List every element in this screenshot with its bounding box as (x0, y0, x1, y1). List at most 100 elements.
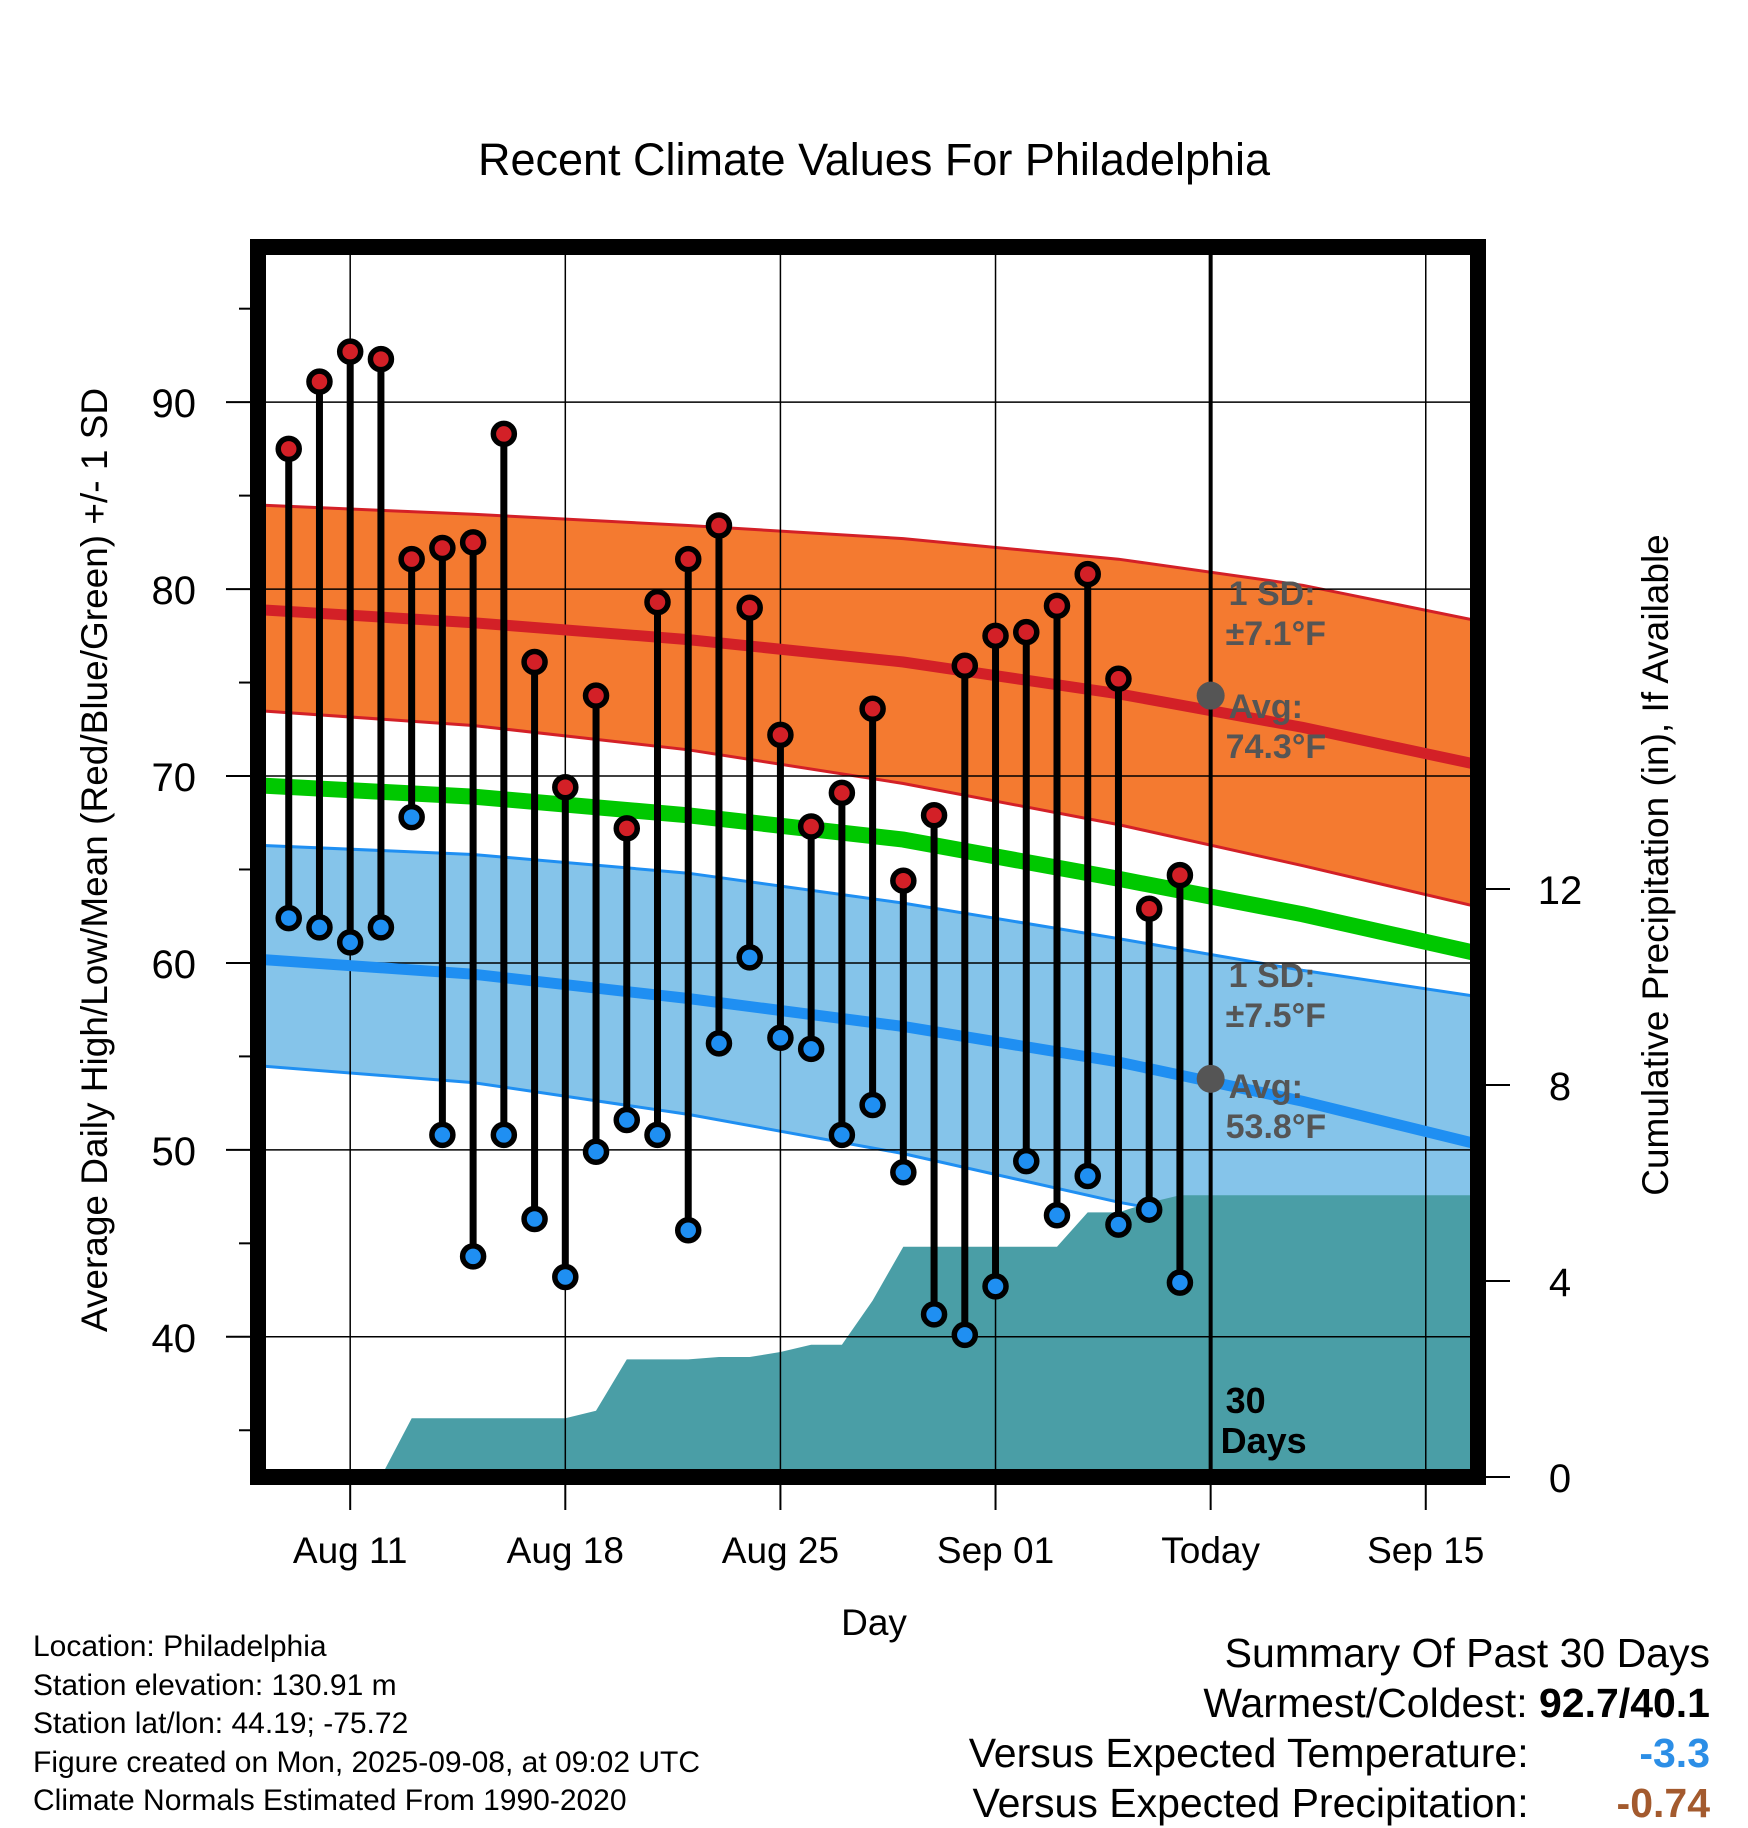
daily-low-point (1105, 1211, 1132, 1238)
y-right-tick-label: 12 (1538, 869, 1583, 913)
low-avg-value: 53.8°F (1226, 1108, 1327, 1146)
daily-high-point (828, 779, 856, 807)
daily-high-point (1043, 592, 1071, 620)
station-info: Location: Philadelphia Station elevation… (33, 1628, 700, 1821)
info-location: Location: Philadelphia (33, 1630, 327, 1663)
precip-days-unit: Days (1221, 1420, 1307, 1461)
daily-low-point (429, 1121, 456, 1149)
y-right-tick-label: 0 (1549, 1457, 1571, 1501)
daily-low-point (982, 1273, 1009, 1300)
summary-warmest-row: Warmest/Coldest: 92.7/40.1 (969, 1678, 1710, 1728)
precip-anomaly-value: -0.74 (1616, 1780, 1710, 1826)
daily-high-point (797, 813, 825, 840)
daily-low-point (890, 1159, 917, 1186)
daily-high-point (336, 338, 364, 365)
daily-low-point (521, 1205, 548, 1233)
daily-low-point (859, 1091, 886, 1119)
today-normal-low-marker (1196, 1064, 1225, 1093)
info-normals: Climate Normals Estimated From 1990-2020 (33, 1784, 627, 1817)
x-tick-label: Sep 01 (937, 1530, 1054, 1571)
daily-low-point (1013, 1147, 1040, 1175)
daily-high-point (490, 420, 518, 448)
daily-low-point (705, 1030, 733, 1057)
daily-high-point (582, 682, 610, 709)
daily-high-point (1166, 861, 1194, 889)
y-right-tick-label: 4 (1549, 1261, 1571, 1305)
daily-high-point (429, 534, 456, 562)
daily-low-point (767, 1024, 794, 1051)
info-elevation: Station elevation: 130.91 m (33, 1668, 397, 1702)
low-sd-value: ±7.5°F (1226, 997, 1326, 1035)
precip-anomaly-label: Versus Expected Precipitation: (972, 1780, 1529, 1826)
daily-low-point (1166, 1269, 1194, 1296)
chart-title: Recent Climate Values For Philadelphia (478, 134, 1271, 185)
x-tick-label: Aug 11 (293, 1530, 408, 1571)
daily-low-point (736, 944, 763, 971)
y-left-tick-label: 40 (152, 1317, 197, 1361)
temp-anomaly-label: Versus Expected Temperature: (968, 1730, 1529, 1776)
daily-low-point (1135, 1196, 1163, 1223)
plot-inner (258, 247, 1478, 1477)
y-axis-right-label: Cumulative Precipitation (in), If Availa… (1635, 534, 1676, 1196)
daily-low-point (367, 914, 395, 941)
high-avg-label: Avg: (1229, 688, 1303, 726)
daily-low-point (920, 1301, 948, 1328)
y-left-tick-label: 90 (152, 382, 197, 426)
daily-low-point (552, 1263, 579, 1291)
y-axis-left-label: Average Daily High/Low/Mean (Red/Blue/Gr… (74, 388, 115, 1332)
daily-high-point (306, 368, 333, 395)
x-axis-label: Day (841, 1602, 907, 1643)
warmest-value: 92.7/40.1 (1539, 1680, 1710, 1726)
daily-low-point (459, 1243, 487, 1270)
daily-low-point (1074, 1162, 1101, 1190)
daily-high-point (367, 345, 395, 373)
daily-high-point (552, 773, 579, 801)
warmest-label: Warmest/Coldest: (1203, 1680, 1528, 1726)
daily-high-point (459, 529, 487, 556)
daily-high-point (951, 652, 979, 679)
summary-panel: Summary Of Past 30 Days Warmest/Coldest:… (969, 1628, 1710, 1828)
daily-low-point (797, 1035, 825, 1063)
daily-high-point (982, 622, 1009, 650)
daily-high-point (1105, 665, 1132, 693)
high-sd-label: 1 SD: (1229, 575, 1316, 613)
daily-high-point (1013, 618, 1040, 646)
normal-high-band-top (258, 503, 1478, 623)
daily-high-point (859, 695, 886, 722)
today-normal-high-marker (1196, 681, 1225, 710)
x-tick-label: Aug 18 (507, 1530, 624, 1571)
daily-low-point (613, 1106, 641, 1134)
daily-high-point (613, 815, 641, 842)
daily-high-point (736, 594, 763, 622)
daily-low-point (674, 1217, 702, 1244)
daily-low-point (336, 929, 364, 956)
low-sd-label: 1 SD: (1229, 957, 1316, 995)
daily-low-point (306, 914, 333, 941)
daily-low-point (644, 1121, 671, 1149)
y-left-tick-label: 60 (152, 943, 197, 987)
info-latlon: Station lat/lon: 44.19; -75.72 (33, 1707, 409, 1740)
y-left-tick-label: 70 (152, 756, 197, 800)
y-left-tick-label: 80 (152, 569, 197, 613)
info-created: Figure created on Mon, 2025-09-08, at 09… (33, 1745, 701, 1779)
daily-high-point (1135, 895, 1163, 922)
high-sd-value: ±7.1°F (1226, 615, 1326, 653)
daily-low-point (398, 803, 425, 831)
daily-high-point (521, 648, 548, 676)
daily-high-point (890, 867, 917, 894)
daily-high-point (398, 545, 425, 573)
summary-precip-row: Versus Expected Precipitation: -0.74 (969, 1778, 1711, 1828)
high-avg-value: 74.3°F (1226, 728, 1327, 766)
summary-temp-row: Versus Expected Temperature: -3.3 (969, 1728, 1710, 1778)
low-avg-label: Avg: (1229, 1068, 1303, 1106)
x-tick-label: Sep 15 (1367, 1530, 1484, 1571)
daily-low-point (828, 1121, 856, 1149)
x-tick-label: Aug 25 (722, 1530, 839, 1571)
y-left-tick-label: 50 (152, 1130, 197, 1174)
daily-high-point (644, 588, 671, 616)
daily-high-point (705, 512, 733, 539)
daily-high-point (767, 721, 794, 749)
daily-low-point (1043, 1202, 1071, 1229)
